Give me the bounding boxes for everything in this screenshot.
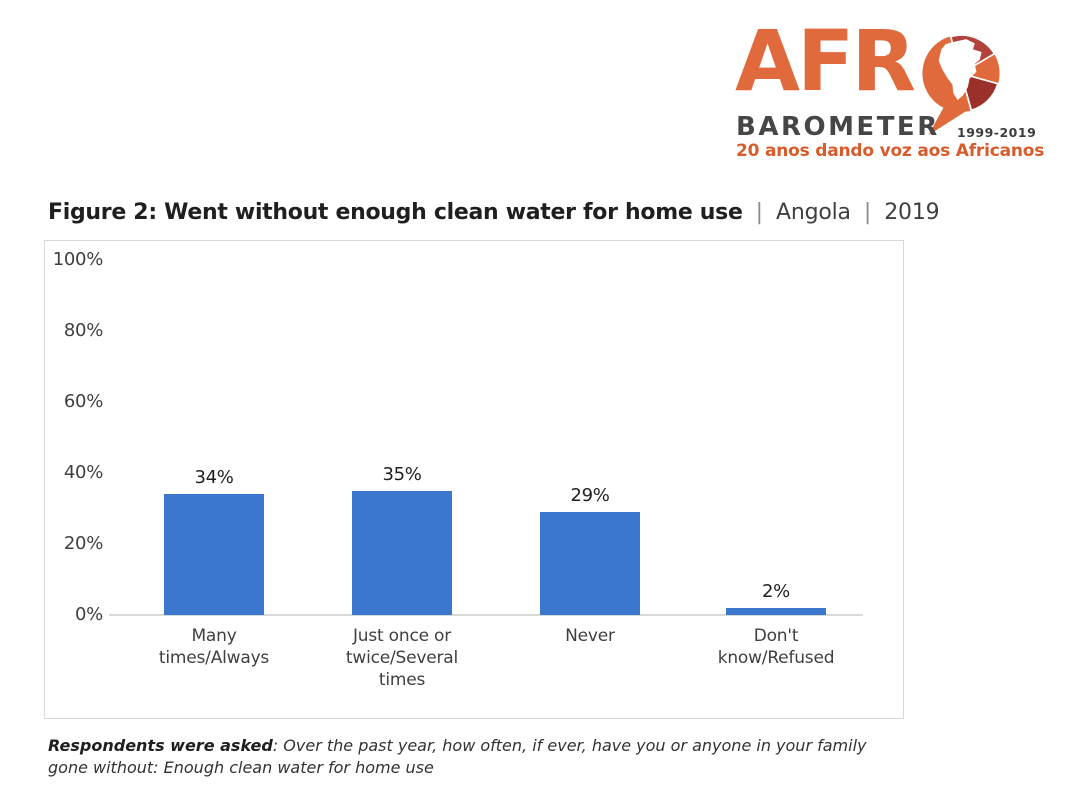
x-axis-category-label: Don't know/Refused bbox=[717, 626, 835, 669]
bar-group-never: 29% bbox=[540, 241, 640, 615]
figure-title: Figure 2: Went without enough clean wate… bbox=[48, 200, 940, 225]
afrobarometer-logo: AFR BAROMETER 1999-2019 20 anos dando vo… bbox=[735, 12, 1077, 168]
logo-years: 1999-2019 bbox=[957, 125, 1037, 140]
y-axis-tick: 80% bbox=[63, 320, 103, 341]
footnote-label: Respondents were asked bbox=[48, 736, 273, 755]
y-axis-tick: 40% bbox=[63, 462, 103, 483]
bar-value-label: 29% bbox=[570, 485, 610, 507]
bar-group-dont-know: 2% bbox=[726, 241, 826, 615]
survey-question-footnote: Respondents were asked: Over the past ye… bbox=[48, 735, 1008, 778]
y-axis-tick: 0% bbox=[75, 604, 103, 625]
bar-chart: 100% 80% 60% 40% 20% 0% 34% 35% 29% 2% M… bbox=[44, 240, 904, 719]
bar-value-label: 2% bbox=[762, 580, 790, 602]
title-country: Angola bbox=[776, 200, 851, 225]
bar-group-many-times: 34% bbox=[164, 241, 264, 615]
bar bbox=[352, 490, 452, 615]
bar bbox=[726, 607, 826, 615]
bar bbox=[164, 494, 264, 615]
x-axis-category-label: Just once or twice/Several times bbox=[345, 626, 459, 691]
x-axis-line bbox=[109, 614, 863, 616]
footnote-text: : Over the past year, how often, if ever… bbox=[48, 736, 867, 777]
bar-value-label: 35% bbox=[382, 463, 422, 485]
bar-value-label: 34% bbox=[194, 467, 234, 489]
title-year: 2019 bbox=[884, 200, 940, 225]
bar bbox=[540, 512, 640, 615]
figure-title-main: Figure 2: Went without enough clean wate… bbox=[48, 200, 743, 225]
title-separator-2: | bbox=[863, 200, 872, 225]
y-axis-tick: 60% bbox=[63, 391, 103, 412]
y-axis-tick: 20% bbox=[63, 533, 103, 554]
logo-wordmark-barometer: BAROMETER bbox=[736, 112, 940, 142]
logo-tagline: 20 anos dando voz aos Africanos bbox=[736, 141, 1045, 161]
africa-speech-bubble-icon bbox=[922, 34, 1000, 136]
title-separator-1: | bbox=[755, 200, 764, 225]
x-axis-category-label: Many times/Always bbox=[158, 626, 270, 669]
y-axis-tick: 100% bbox=[52, 249, 104, 270]
x-axis-category-label: Never bbox=[565, 626, 615, 646]
logo-wordmark-afro: AFR bbox=[735, 12, 916, 110]
bar-group-just-once: 35% bbox=[352, 241, 452, 615]
